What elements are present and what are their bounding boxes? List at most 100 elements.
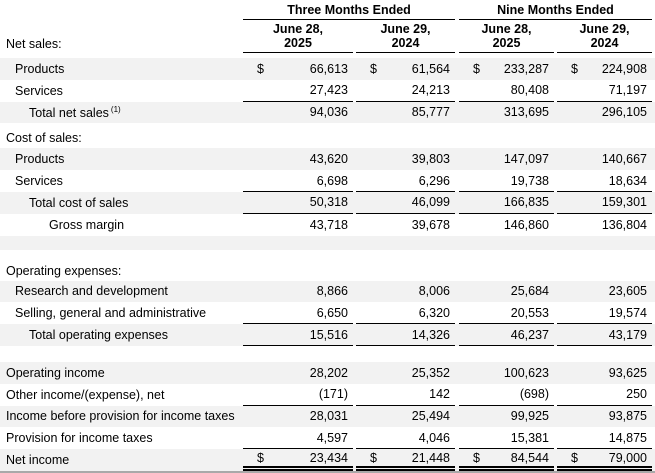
value-cell: 80,408 (459, 80, 554, 102)
row-label: Other income/(expense), net (0, 388, 243, 402)
currency-symbol: $ (370, 61, 377, 76)
cell-value: 4,597 (316, 430, 348, 445)
currency-symbol: $ (571, 61, 578, 76)
value-cell: $224,908 (557, 58, 652, 80)
row-label: Total net sales (1) (0, 105, 243, 120)
value-cell: 140,667 (557, 148, 652, 170)
cell-value: 147,097 (503, 152, 549, 167)
row-label: Income before provision for income taxes (0, 409, 243, 423)
cell-value: 250 (626, 387, 647, 402)
period-group-header-row: Three Months Ended Nine Months Ended (0, 3, 655, 20)
value-cell (243, 250, 353, 281)
row-label-text: Operating expenses: (6, 263, 122, 278)
cell-value: 166,835 (503, 195, 549, 210)
row-label: Research and development (0, 284, 243, 298)
value-cell: 18,634 (557, 170, 652, 192)
cell-value: 50,318 (309, 195, 348, 210)
value-cell: 20,553 (459, 302, 554, 325)
cell-value: 28,202 (309, 365, 348, 380)
value-cell: 93,625 (557, 362, 652, 384)
value-cell (557, 236, 652, 250)
value-cell (356, 250, 455, 281)
cell-value: 61,564 (411, 61, 450, 76)
table-row: Research and development 8,866 8,006 25,684… (0, 280, 655, 303)
cell-value: 6,296 (418, 173, 450, 188)
table-row: Total operating expenses 15,516 14,326 46,2… (0, 324, 655, 346)
value-cell: 15,516 (243, 324, 353, 346)
value-cell: 46,237 (459, 324, 554, 346)
currency-symbol: $ (473, 450, 480, 465)
value-cell (459, 250, 554, 281)
value-cell: 100,623 (459, 362, 554, 384)
cell-value: 159,301 (601, 195, 647, 210)
table-row: Provision for income taxes 4,597 4,046 15,3… (0, 427, 655, 450)
cell-value: 79,000 (608, 450, 647, 465)
value-cell (356, 236, 455, 250)
row-label: Gross margin (0, 218, 243, 232)
table-row: Operating income 28,202 25,352 100,623 93,62… (0, 361, 655, 384)
cell-value: 6,698 (316, 173, 348, 188)
value-cell (243, 346, 353, 362)
cell-value: 8,866 (316, 284, 348, 299)
value-cell: 43,718 (243, 214, 353, 236)
value-cell: 6,698 (243, 170, 353, 192)
table-row: Products $66,613 $61,564 $233,287 $224,908 (0, 58, 655, 80)
value-cell: 14,875 (557, 427, 652, 450)
cell-value: 93,625 (608, 365, 647, 380)
table-row: Services 6,698 6,296 19,738 18,634 (0, 170, 655, 192)
row-label-text: Other income/(expense), net (6, 387, 165, 402)
cell-value: 46,237 (510, 327, 549, 342)
row-label-text: Products (15, 152, 65, 167)
value-cell: 85,777 (356, 102, 455, 124)
cell-value: 80,408 (510, 83, 549, 98)
row-label-text: Services (15, 174, 63, 189)
cell-value: 46,099 (411, 195, 450, 210)
cell-value: (171) (318, 387, 348, 402)
row-label: Total cost of sales (0, 196, 243, 210)
value-cell: 71,197 (557, 80, 652, 102)
table-row: Products 43,620 39,803 147,097 140,667 (0, 148, 655, 171)
spacer-row (0, 346, 655, 362)
value-cell: 27,423 (243, 80, 353, 102)
table-row: Selling, general and administrative 6,650… (0, 302, 655, 325)
value-cell: 296,105 (557, 102, 652, 124)
column-header-line2: 2025 (284, 36, 312, 50)
cell-value: 4,046 (418, 430, 450, 445)
row-label: Provision for income taxes (0, 431, 243, 445)
value-cell: 6,650 (243, 302, 353, 325)
column-header-line1: June 28, (481, 22, 532, 36)
cell-value: 25,494 (411, 409, 450, 424)
cell-value: 28,031 (309, 409, 348, 424)
row-label: Operating expenses: (0, 264, 243, 281)
row-label: Cost of sales: (0, 131, 243, 148)
column-header-line1: June 29, (579, 22, 630, 36)
cell-value: 146,860 (503, 217, 549, 232)
value-cell: 25,352 (356, 362, 455, 384)
cell-value: 136,804 (601, 217, 647, 232)
value-cell: 14,326 (356, 324, 455, 346)
cell-value: 14,326 (411, 327, 450, 342)
cell-value: 6,650 (316, 305, 348, 320)
cell-value: 19,738 (510, 173, 549, 188)
cell-value: 85,777 (411, 105, 450, 120)
cell-value: 313,695 (503, 105, 549, 120)
table-row: Total net sales (1) 94,036 85,777 313,695 296… (0, 101, 655, 124)
cell-value: 6,320 (418, 305, 450, 320)
cell-value: 39,678 (411, 217, 450, 232)
value-cell: 4,597 (243, 427, 353, 450)
value-cell: $84,544 (459, 449, 554, 471)
value-cell: 43,179 (557, 324, 652, 346)
value-cell: $233,287 (459, 58, 554, 80)
cell-value: 25,684 (510, 284, 549, 299)
cell-value: 140,667 (601, 152, 647, 167)
footnote-marker: (1) (110, 104, 121, 114)
value-cell (356, 123, 455, 148)
cell-value: 23,434 (309, 450, 348, 465)
value-cell: 93,875 (557, 406, 652, 428)
value-cell: 19,574 (557, 302, 652, 325)
value-cell: 166,835 (459, 192, 554, 214)
group-header-three-months: Three Months Ended (243, 3, 455, 20)
currency-symbol: $ (473, 61, 480, 76)
table-row: Gross margin 43,718 39,678 146,860 136,804 (0, 214, 655, 236)
row-label-text: Income before provision for income taxes (6, 409, 235, 424)
